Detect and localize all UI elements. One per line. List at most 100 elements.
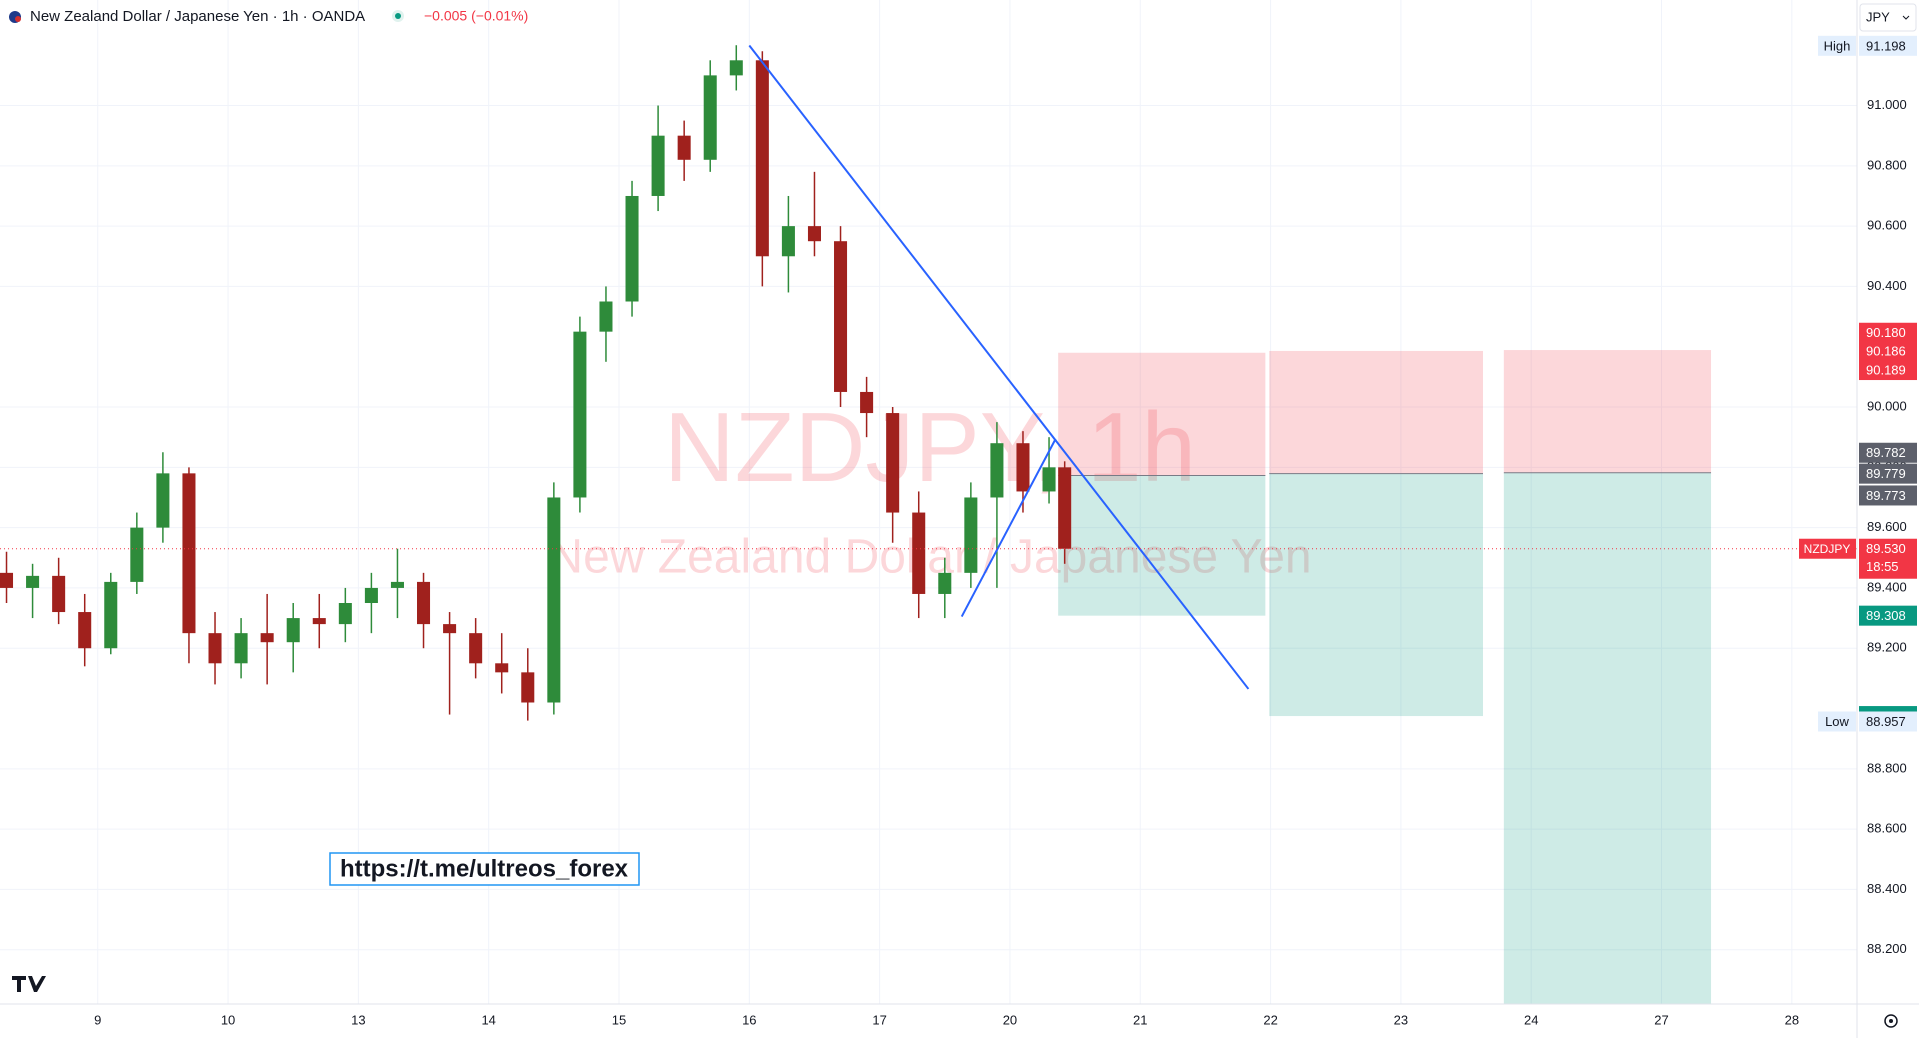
extreme-name: High (1824, 38, 1851, 53)
link-text[interactable]: https://t.me/ultreos_forex (340, 855, 629, 882)
extreme-price-badge (1859, 711, 1917, 732)
candle-body (703, 75, 717, 160)
candle-body (521, 672, 535, 703)
link-box[interactable]: https://t.me/ultreos_forex (329, 852, 640, 886)
grid (0, 0, 1857, 1004)
target-zone (1269, 473, 1483, 717)
candle-body (912, 512, 926, 594)
dropdown-arrow (1902, 15, 1910, 20)
price-badge-label: 90.189 (1866, 362, 1906, 377)
x-tick-label: 15 (612, 1012, 626, 1027)
settings-icon[interactable] (1884, 1014, 1898, 1028)
price-badge (1859, 340, 1917, 361)
candle-body (573, 331, 587, 498)
x-tick-label: 22 (1263, 1012, 1277, 1027)
candles (0, 45, 1072, 721)
extreme-price-badge (1859, 35, 1917, 56)
candle-body (755, 60, 769, 257)
x-tick-label: 27 (1654, 1012, 1668, 1027)
x-tick-label: 14 (481, 1012, 495, 1027)
candle-body (1016, 443, 1030, 492)
currency-label: JPY (1866, 9, 1890, 24)
price-axis: 88.200 88.400 88.600 88.800 89.200 89.400 89.6… (1799, 35, 1917, 956)
candle-body (677, 135, 691, 160)
symbol-badge-label: NZDJPY (1804, 542, 1851, 556)
candle-body (599, 301, 613, 332)
positions (1058, 350, 1712, 1004)
extreme-name-badge (1818, 35, 1856, 56)
stop-zone (1058, 352, 1266, 476)
price-change: −0.005 (−0.01%) (424, 8, 528, 24)
y-tick-label: 88.200 (1867, 941, 1907, 956)
y-tick-label: 89.200 (1867, 640, 1907, 655)
extreme-name: Low (1825, 714, 1849, 729)
candle-body (886, 413, 900, 513)
candle-body (208, 633, 222, 664)
candle-body (651, 135, 665, 196)
candle-body (78, 612, 92, 649)
y-tick-label: 90.400 (1867, 278, 1907, 293)
candle-body (860, 391, 874, 414)
price-badge-label: 89.779 (1866, 466, 1906, 481)
market-status (395, 13, 401, 19)
countdown-label: 18:55 (1866, 559, 1899, 574)
candle-body (312, 618, 326, 625)
watermark-subtitle: New Zealand Dollar / Japanese Yen (548, 531, 1311, 584)
candle-body (52, 575, 66, 613)
y-tick-label: 90.600 (1867, 218, 1907, 233)
x-tick-label: 13 (351, 1012, 365, 1027)
candle-body (286, 618, 300, 643)
candle-body (547, 497, 561, 703)
candle-body (260, 633, 274, 643)
candle-body (625, 195, 639, 302)
currency-box[interactable] (1859, 3, 1917, 32)
time-axis: 9 10 13 14 15 16 17 20 21 22 23 24 27 28 (94, 1012, 1799, 1027)
target-zone (1503, 472, 1712, 1004)
candle-body (182, 473, 196, 634)
header: New Zealand Dollar / Japanese Yen · 1h ·… (9, 8, 528, 25)
candle-body (729, 60, 743, 76)
candle-body (1042, 467, 1056, 492)
x-tick-label: 23 (1394, 1012, 1408, 1027)
x-tick-label: 21 (1133, 1012, 1147, 1027)
price-badge (1859, 485, 1917, 506)
watermark: NZDJPY, 1h New Zealand Dollar / Japanese… (548, 392, 1311, 584)
candle-body (834, 241, 848, 392)
price-badge (1859, 322, 1917, 343)
candle-body (495, 663, 509, 673)
tv-logo (12, 976, 46, 992)
symbol-title[interactable]: New Zealand Dollar / Japanese Yen · 1h ·… (30, 8, 365, 25)
price-badge (1859, 442, 1917, 463)
y-tick-label: 88.600 (1867, 821, 1907, 836)
last-price-badge (1859, 538, 1917, 579)
settings-button[interactable] (1884, 1014, 1898, 1028)
y-tick-label: 88.400 (1867, 881, 1907, 896)
target-zone (1058, 475, 1266, 616)
candle-body (156, 473, 170, 528)
x-tick-label: 16 (742, 1012, 756, 1027)
price-badge (1859, 605, 1917, 626)
watermark-title: NZDJPY, 1h (664, 392, 1196, 502)
logo (12, 976, 46, 992)
candle-body (104, 581, 118, 649)
y-tick-label: 90.800 (1867, 157, 1907, 172)
candle-body (364, 587, 378, 604)
candle-body (781, 226, 795, 257)
stop-zone (1503, 350, 1712, 473)
candle-body (990, 443, 1004, 498)
candle-body (469, 633, 483, 664)
y-tick-label: 89.600 (1867, 519, 1907, 534)
candle-body (26, 575, 40, 588)
candle-body (390, 581, 404, 588)
price-badge-label: 89.782 (1866, 445, 1906, 460)
price-badge-label: 89.308 (1866, 608, 1906, 623)
trendline (960, 438, 1057, 618)
link-border (329, 852, 640, 886)
currency-button[interactable]: JPY (1859, 3, 1917, 32)
stop-zone (1269, 350, 1483, 474)
candle-body (338, 603, 352, 625)
candle-body (417, 581, 431, 625)
y-tick-label: 88.800 (1867, 760, 1907, 775)
symbol-badge (1799, 538, 1856, 559)
extreme-price: 91.198 (1866, 38, 1906, 53)
